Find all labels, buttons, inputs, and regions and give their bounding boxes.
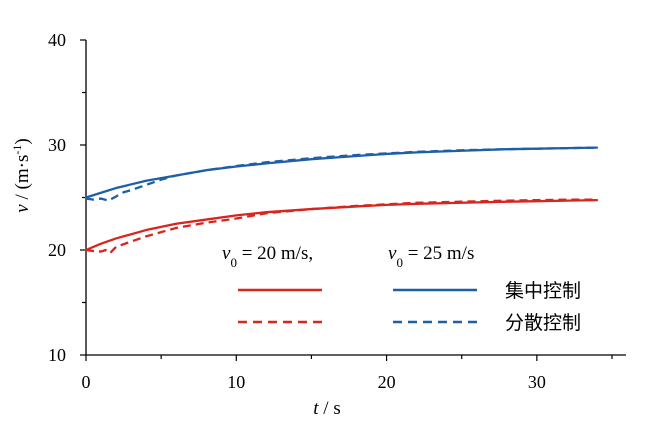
y-axis-unit-sup: -1 [10, 145, 24, 155]
series-blue-solid [84, 146, 599, 199]
x-axis-unit: / s [319, 398, 341, 419]
legend-label-centralized: 集中控制 [505, 280, 581, 302]
y-tick-label: 40 [48, 30, 66, 50]
y-tick-label: 10 [48, 345, 66, 365]
y-axis-unit: / (m·s [12, 155, 33, 205]
y-axis-unit-close: ) [12, 138, 33, 144]
x-axis-title: t / s [313, 398, 340, 419]
x-axis-var: t [313, 398, 319, 419]
axes [85, 40, 626, 356]
legend-label-distributed: 分散控制 [505, 312, 581, 334]
series-layer [84, 146, 599, 255]
x-tick-label: 10 [227, 372, 245, 392]
series-red-dashed [85, 198, 597, 255]
x-tick-label: 0 [82, 372, 91, 392]
x-tick-label: 30 [528, 372, 546, 392]
ticks: 0 10 20 30 10 20 30 40 [48, 30, 613, 392]
series-blue-dashed [85, 146, 597, 202]
legend-group-label-v20: v0 = 20 m/s, [222, 243, 313, 270]
x-tick-label: 20 [378, 372, 396, 392]
legend: v0 = 20 m/s, v0 = 25 m/s 集中控制 分散控制 [222, 243, 581, 334]
y-tick-label: 30 [48, 135, 66, 155]
legend-group-label-v25: v0 = 25 m/s [388, 243, 474, 270]
y-axis-title: v / (m·s-1) [10, 138, 33, 212]
y-tick-label: 20 [48, 240, 66, 260]
y-axis-var: v [12, 204, 33, 213]
series-red-solid [84, 198, 599, 252]
